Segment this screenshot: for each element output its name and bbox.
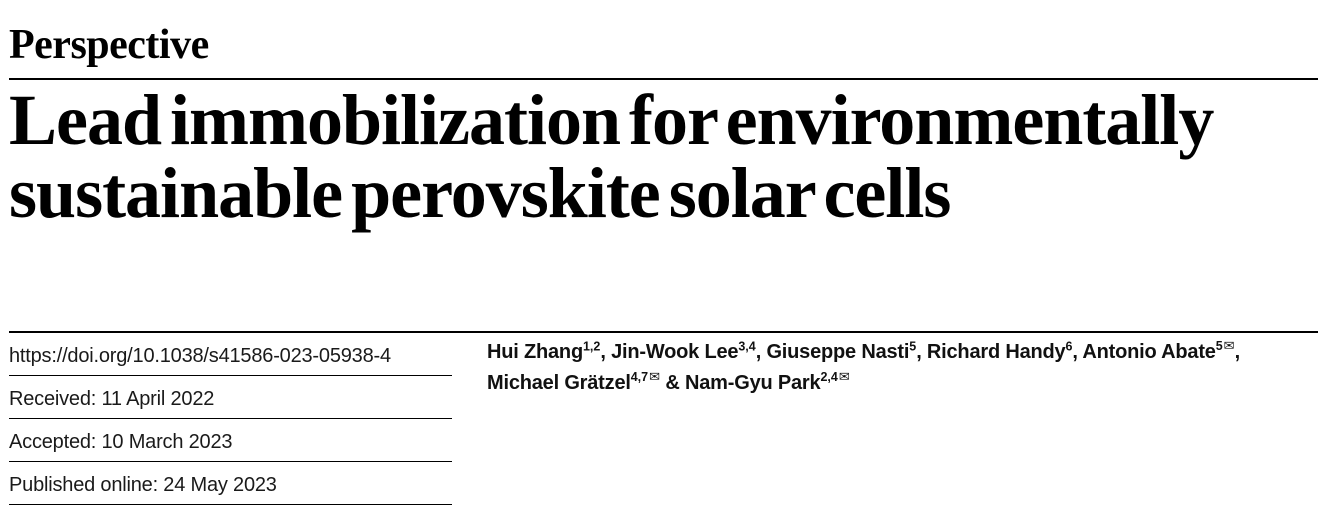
article-meta-section: https://doi.org/10.1038/s41586-023-05938… (9, 331, 1318, 505)
article-header-page: Perspective Lead immobilization for envi… (0, 24, 1318, 512)
author-affiliation-superscript: 3,4 (738, 339, 756, 354)
author-name: Michael Grätzel (487, 372, 631, 394)
author-name: Antonio Abate (1082, 341, 1216, 363)
envelope-icon: ✉ (649, 370, 661, 386)
article-title-line-1: Lead immobilization for environmentally (9, 80, 1214, 160)
author-separator: , (1072, 341, 1083, 363)
author-separator: , (916, 341, 927, 363)
author-affiliation-superscript: 2,4✉ (820, 370, 850, 386)
author-affiliation-superscript: 5✉ (1215, 339, 1235, 355)
metadata-column: https://doi.org/10.1038/s41586-023-05938… (9, 333, 452, 505)
author-name: Nam-Gyu Park (685, 372, 821, 394)
published-online-date: Published online: 24 May 2023 (9, 462, 452, 505)
author-name: Giuseppe Nasti (766, 341, 910, 363)
author-separator: , (755, 341, 767, 363)
article-title-line-2: sustainable perovskite solar cells (9, 153, 951, 233)
author-separator: , (600, 341, 612, 363)
article-type-heading: Perspective (9, 24, 1318, 80)
author-line: Hui Zhang1,2, Jin-Wook Lee3,4, Giuseppe … (487, 337, 1308, 368)
author-list: Hui Zhang1,2, Jin-Wook Lee3,4, Giuseppe … (487, 337, 1308, 399)
author-line: Michael Grätzel4,7✉ & Nam-Gyu Park2,4✉ (487, 368, 1308, 399)
author-name: Hui Zhang (487, 341, 583, 363)
author-name: Jin-Wook Lee (611, 341, 739, 363)
doi-link[interactable]: https://doi.org/10.1038/s41586-023-05938… (9, 333, 452, 376)
envelope-icon: ✉ (1223, 339, 1235, 355)
author-affiliation-superscript: 6 (1065, 339, 1073, 354)
accepted-date: Accepted: 10 March 2023 (9, 419, 452, 462)
author-affiliation-superscript: 4,7✉ (630, 370, 661, 386)
author-affiliation-superscript: 1,2 (582, 339, 601, 354)
author-name: Richard Handy (926, 341, 1066, 363)
author-affiliation-superscript: 5 (909, 339, 917, 354)
article-title: Lead immobilization for environmentally … (9, 80, 1318, 230)
author-separator: & (660, 372, 685, 394)
envelope-icon: ✉ (838, 370, 850, 386)
authors-column: Hui Zhang1,2, Jin-Wook Lee3,4, Giuseppe … (487, 333, 1318, 399)
received-date: Received: 11 April 2022 (9, 376, 452, 419)
author-separator: , (1234, 341, 1241, 363)
